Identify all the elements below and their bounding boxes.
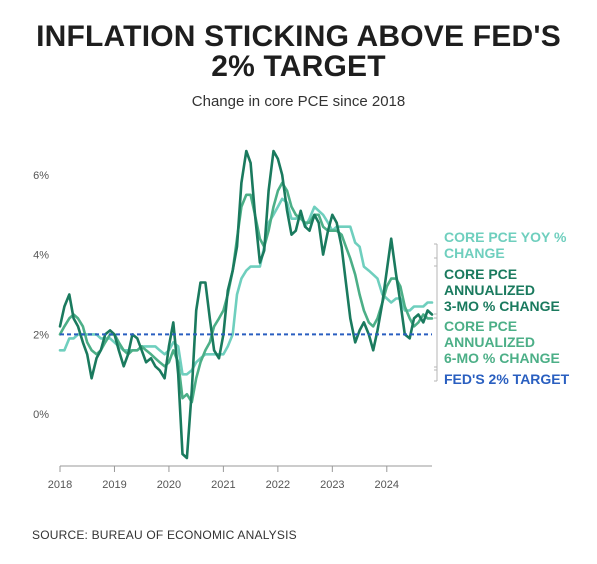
legend-yoy-line: CORE PCE YOY %: [444, 229, 567, 245]
legend-6-mo-line: ANNUALIZED: [444, 334, 535, 350]
source-note: SOURCE: BUREAU OF ECONOMIC ANALYSIS: [32, 528, 297, 542]
y-tick-label: 0%: [33, 409, 49, 421]
x-tick-label: 2018: [48, 479, 72, 491]
x-tick-label: 2024: [375, 479, 399, 491]
chart-title-line-1: INFLATION STICKING ABOVE FED'S: [36, 20, 561, 53]
x-tick-label: 2020: [157, 479, 181, 491]
chart-title: INFLATION STICKING ABOVE FED'S 2% TARGET: [0, 22, 597, 82]
series-line-3-mo: [58, 149, 434, 460]
x-tick-label: 2022: [266, 479, 290, 491]
y-tick-label: 2%: [33, 329, 49, 341]
x-tick-label: 2019: [102, 479, 126, 491]
y-tick-label: 6%: [33, 170, 49, 182]
legend-3-mo-line: ANNUALIZED: [444, 282, 535, 298]
chart-subtitle: Change in core PCE since 2018: [191, 93, 406, 110]
chart-title-line-2: 2% TARGET: [211, 50, 386, 83]
y-tick-label: 4%: [33, 250, 49, 262]
legend-6-mo-line: CORE PCE: [444, 318, 517, 334]
legend-fed-target-line: FED'S 2% TARGET: [444, 371, 570, 387]
legend-yoy-line: CHANGE: [444, 245, 505, 261]
legend-3-mo-line: CORE PCE: [444, 266, 517, 282]
series-line-yoy: [58, 197, 434, 376]
x-tick-label: 2023: [320, 479, 344, 491]
legend-3-mo-line: 3-MO % CHANGE: [444, 298, 560, 314]
series-line-6-mo: [58, 181, 434, 404]
legend-6-mo-line: 6-MO % CHANGE: [444, 350, 560, 366]
x-tick-label: 2021: [211, 479, 235, 491]
